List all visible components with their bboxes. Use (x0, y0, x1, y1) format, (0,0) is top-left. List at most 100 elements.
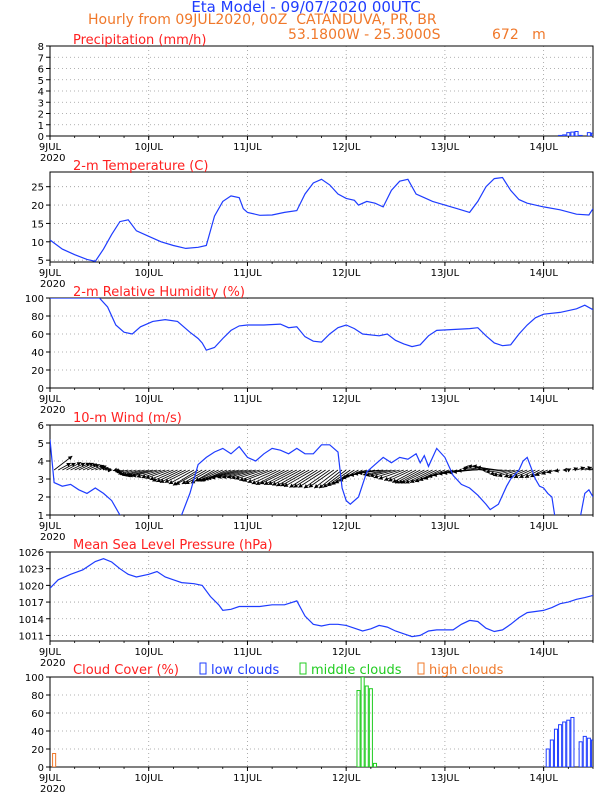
bar-low clouds (558, 724, 563, 767)
x-tick-sublabel: 2020 (40, 784, 65, 792)
wind-arrow (405, 469, 433, 484)
y-tick-label: 1 (38, 121, 44, 132)
wind-arrow (414, 469, 441, 483)
wind-arrow (303, 469, 330, 489)
x-tick-label: 11JUL (233, 521, 262, 532)
data-layer (50, 439, 603, 515)
wind-arrowhead (136, 473, 142, 479)
wind-arrow (388, 469, 413, 482)
data-layer (52, 677, 593, 767)
wind-arrow (373, 469, 400, 479)
wind-arrowhead (405, 479, 410, 484)
wind-arrowhead (239, 477, 244, 482)
wind-arrow (326, 469, 351, 487)
wind-arrowhead (76, 462, 82, 467)
wind-arrow (136, 469, 162, 478)
wind-arrowhead (298, 483, 303, 488)
wind-arrowhead (373, 474, 379, 479)
x-tick-label: 14JUL (529, 394, 558, 405)
station-elevation: 672 m (492, 27, 546, 43)
data-layer (50, 558, 593, 638)
x-tick-label: 13JUL (431, 521, 460, 532)
x-tick-label: 9JUL (39, 268, 62, 279)
wind-arrowhead (318, 483, 324, 489)
wind-arrowhead (331, 480, 336, 485)
y-tick-label: 60 (31, 709, 44, 720)
y-tick-label: 80 (31, 312, 44, 323)
y-tick-label: 0 (38, 132, 44, 143)
wind-arrowhead (164, 478, 170, 483)
wind-arrowhead (276, 482, 281, 487)
y-tick-label: 1014 (19, 615, 44, 626)
bar-precipitation (566, 132, 571, 136)
panel-frame (49, 676, 594, 768)
x-tick-label: 13JUL (431, 268, 460, 279)
wind-arrow (383, 469, 409, 481)
wind-arrowhead (71, 462, 76, 467)
panel-2: 5 10 15 20 25 9JUL2020 10JUL 11JUL 12JUL 13JUL 14J… (31, 159, 594, 290)
x-tick-label: 11JUL (233, 268, 262, 279)
wind-arrowhead (156, 478, 161, 483)
wind-arrowhead (599, 467, 603, 471)
wind-arrowhead (268, 480, 273, 485)
wind-arrowhead (242, 477, 248, 482)
wind-arrowhead (255, 480, 261, 485)
x-tick-label: 11JUL (233, 394, 262, 405)
wind-arrow (272, 469, 302, 486)
wind-arrowhead (303, 484, 309, 489)
series-line-wind_speed (50, 439, 593, 515)
wind-arrowhead (489, 471, 495, 476)
x-tick-label: 10JUL (134, 521, 163, 532)
wind-arrowhead (66, 463, 71, 467)
x-tick-label: 10JUL (134, 647, 163, 658)
wind-arrowhead (414, 478, 420, 483)
bar-low clouds (553, 728, 559, 767)
x-tick-label: 11JUL (233, 647, 262, 658)
wind-arrowhead (423, 475, 429, 480)
wind-arrow (584, 468, 593, 471)
wind-arrowhead (443, 470, 448, 476)
x-tick-label: 10JUL (134, 394, 163, 405)
x-tick-label: 10JUL (134, 268, 163, 279)
wind-arrowhead (168, 480, 174, 484)
wind-arrowhead (108, 467, 113, 473)
wind-arrow (211, 469, 244, 479)
wind-arrowhead (438, 471, 443, 476)
x-tick-label: 9JUL (39, 142, 62, 153)
y-tick-label: 8 (38, 42, 44, 53)
x-tick-label: 10JUL (134, 142, 163, 153)
y-tick-label: 40 (31, 348, 44, 359)
wind-arrowhead (392, 478, 397, 483)
bar-precipitation (558, 134, 563, 136)
panel-frame (49, 551, 594, 642)
wind-arrow (289, 469, 318, 488)
legend-swatch (417, 662, 425, 675)
legend-label: low clouds (211, 663, 280, 678)
bar-low clouds (586, 737, 591, 767)
y-tick-label: 1026 (19, 548, 44, 559)
wind-arrow (276, 469, 306, 487)
x-tick-sublabel: 2020 (40, 153, 65, 164)
bar-low clouds (582, 735, 587, 767)
wind-arrowhead (235, 475, 240, 480)
bar-precipitation (574, 131, 579, 136)
bar-low clouds (590, 739, 593, 767)
wind-arrowhead (217, 474, 222, 479)
bar-precipitation (570, 131, 575, 136)
x-tick-label: 12JUL (332, 647, 361, 658)
data-layer (558, 131, 593, 136)
y-tick-label: 1017 (19, 598, 44, 609)
wind-arrowhead (365, 472, 370, 477)
y-tick-label: 20 (31, 745, 44, 756)
wind-arrow (318, 469, 343, 489)
panel-title: 2-m Relative Humidity (%) (73, 285, 245, 300)
wind-arrowhead (207, 475, 212, 481)
wind-arrowhead (259, 480, 265, 485)
wind-arrow (175, 469, 203, 486)
wind-arrowhead (401, 479, 406, 484)
wind-arrowhead (85, 462, 91, 467)
wind-arrowhead (264, 480, 269, 485)
panel-3: 0 20 40 60 80 100 9JUL2020 10JUL 11JUL 12JUL 13JUL… (25, 285, 594, 416)
y-tick-label: 80 (31, 691, 44, 702)
x-tick-sublabel: 2020 (40, 279, 65, 290)
